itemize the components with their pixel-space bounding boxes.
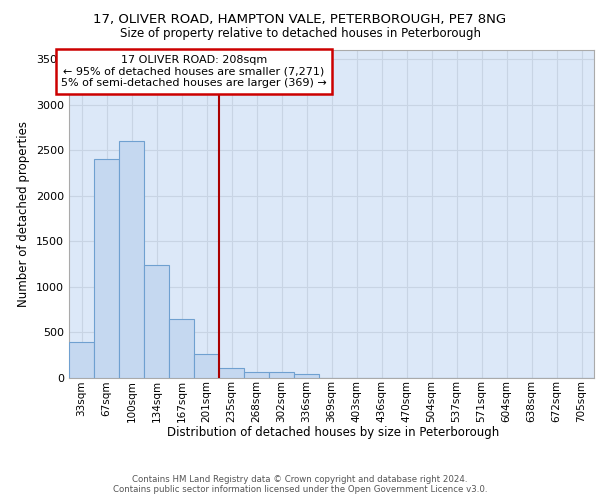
Bar: [69, 342, 94, 378]
Text: 17, OLIVER ROAD, HAMPTON VALE, PETERBOROUGH, PE7 8NG: 17, OLIVER ROAD, HAMPTON VALE, PETERBORO…: [94, 12, 506, 26]
Text: 17 OLIVER ROAD: 208sqm
← 95% of detached houses are smaller (7,271)
5% of semi-d: 17 OLIVER ROAD: 208sqm ← 95% of detached…: [61, 55, 327, 88]
Bar: [244, 372, 269, 378]
Text: Contains HM Land Registry data © Crown copyright and database right 2024.
Contai: Contains HM Land Registry data © Crown c…: [113, 474, 487, 494]
Bar: [94, 159, 119, 378]
Bar: [194, 354, 219, 378]
Bar: [294, 374, 319, 378]
Bar: [119, 141, 144, 378]
Bar: [144, 264, 169, 378]
Bar: [219, 368, 244, 378]
Y-axis label: Number of detached properties: Number of detached properties: [17, 120, 31, 306]
Text: Distribution of detached houses by size in Peterborough: Distribution of detached houses by size …: [167, 426, 499, 439]
Text: Size of property relative to detached houses in Peterborough: Size of property relative to detached ho…: [119, 28, 481, 40]
Bar: [269, 372, 294, 378]
Bar: [169, 320, 194, 378]
